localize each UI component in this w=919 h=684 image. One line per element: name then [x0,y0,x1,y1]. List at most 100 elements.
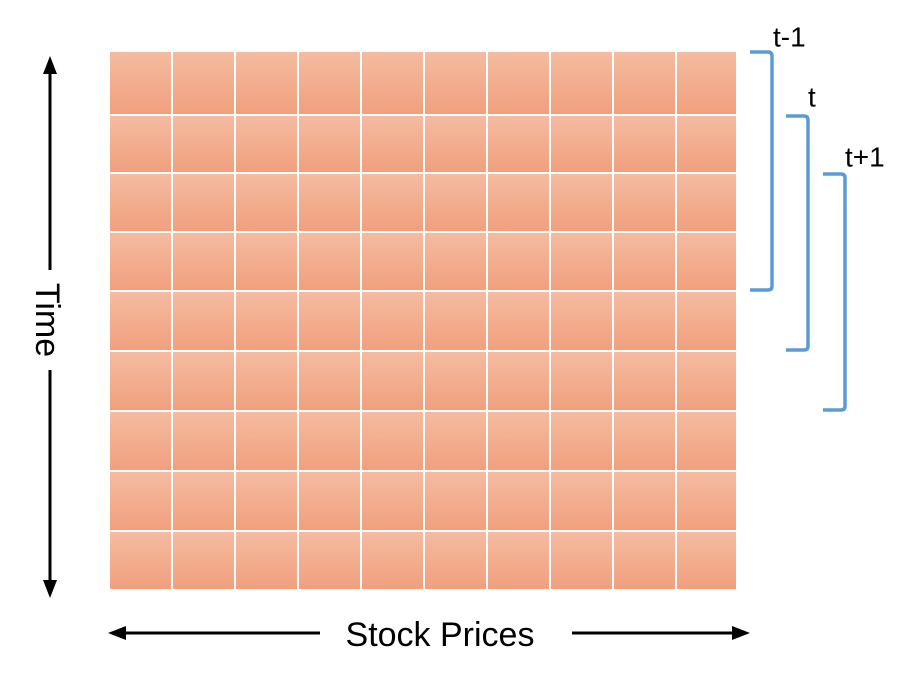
grid-cell [362,412,423,470]
grid-cell [236,52,297,114]
grid-cell [488,116,549,172]
grid-cell [236,174,297,231]
window-bracket [750,50,774,292]
grid-cell [110,472,171,530]
grid-cell [299,116,360,172]
grid-cell [488,174,549,231]
grid-cell [614,174,675,231]
grid-cell [614,233,675,290]
grid-cell [551,52,612,114]
grid-cell [362,472,423,530]
grid-cell [551,412,612,470]
grid-cell [677,472,736,530]
grid-cell [488,412,549,470]
grid-cell [488,472,549,530]
grid-cell [236,116,297,172]
grid-cell [551,233,612,290]
grid-cell [425,292,486,350]
grid-cell [362,52,423,114]
grid-cell [299,412,360,470]
grid-cell [425,116,486,172]
window-brackets: t-1t t+1 [750,22,885,412]
grid-cell [425,352,486,410]
grid-cell [173,233,234,290]
time-axis-arrow [43,56,57,598]
grid-cell [425,412,486,470]
grid-cell [173,292,234,350]
window-bracket [786,114,810,352]
grid-cell [173,116,234,172]
grid-cell [173,472,234,530]
grid-cell [551,292,612,350]
grid-cell [173,412,234,470]
stock-axis-arrow [108,626,750,640]
time-axis-label: Time [28,283,66,357]
grid-cell [299,532,360,589]
grid-cell [173,532,234,589]
grid-cell [362,233,423,290]
grid-cell [488,292,549,350]
grid-cell [362,174,423,231]
grid-cell [551,472,612,530]
grid-cell [425,52,486,114]
grid-cell [551,532,612,589]
grid-cell [614,116,675,172]
grid-cell [236,532,297,589]
grid-cell [110,174,171,231]
grid-cell [677,532,736,589]
grid-cell [551,116,612,172]
grid-cell [614,472,675,530]
price-grid [110,52,736,589]
grid-cell [362,116,423,172]
grid-cell [677,174,736,231]
grid-cell [236,352,297,410]
grid-cell [299,52,360,114]
window-label: t-1 [773,22,806,53]
grid-cell [614,352,675,410]
grid-cell [362,532,423,589]
grid-cell [488,532,549,589]
grid-cell [425,174,486,231]
grid-cell [173,174,234,231]
grid-cell [110,412,171,470]
grid-cell [677,292,736,350]
grid-cell [677,116,736,172]
grid-cell [299,292,360,350]
window-label: t+1 [845,142,885,173]
grid-cell [299,233,360,290]
grid-cell [425,233,486,290]
grid-cell [488,233,549,290]
grid-cell [110,233,171,290]
grid-cell [362,292,423,350]
grid-cell [677,52,736,114]
grid-cell [488,52,549,114]
grid-cell [614,292,675,350]
grid-cell [488,352,549,410]
grid-cell [236,233,297,290]
grid-cell [236,412,297,470]
grid-cell [677,233,736,290]
grid-cell [425,472,486,530]
grid-cell [677,352,736,410]
grid-cell [551,174,612,231]
grid-cell [110,52,171,114]
grid-cell [299,174,360,231]
grid-cell [614,532,675,589]
grid-cell [551,352,612,410]
grid-cell [614,412,675,470]
window-bracket [823,172,847,412]
grid-cell [425,532,486,589]
grid-cell [110,352,171,410]
grid-cell [236,472,297,530]
grid-cell [110,292,171,350]
grid-cell [677,412,736,470]
stock-axis-label: Stock Prices [346,616,535,654]
grid-cell [614,52,675,114]
grid-cell [299,352,360,410]
window-label: t [808,82,816,113]
grid-cell [362,352,423,410]
grid-cell [173,352,234,410]
grid-cell [110,116,171,172]
grid-cell [236,292,297,350]
